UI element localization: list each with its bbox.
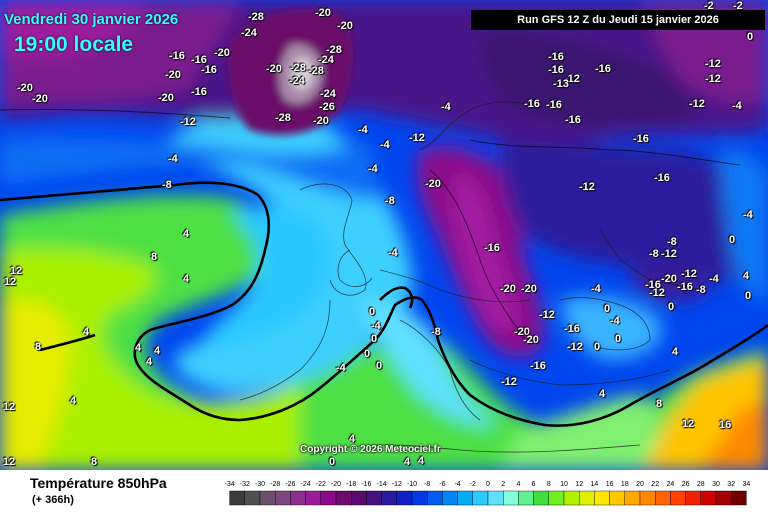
- isotherm-lines: [0, 108, 741, 346]
- forecast-time: 19:00 locale: [14, 33, 134, 56]
- scale-swatch: [259, 490, 276, 506]
- temperature-map: [0, 0, 768, 470]
- scale-swatch: [639, 490, 656, 506]
- scale-tick-label: 14: [591, 481, 599, 488]
- scale-swatch: [579, 490, 595, 506]
- scale-tick-label: -30: [255, 481, 265, 488]
- scale-tick-label: -32: [240, 481, 250, 488]
- scale-tick-label: 16: [606, 481, 614, 488]
- scale-swatch: [366, 490, 382, 506]
- scale-tick-label: 24: [667, 481, 675, 488]
- scale-swatch: [685, 490, 702, 506]
- scale-swatch: [624, 490, 641, 506]
- scale-tick-label: 2: [501, 481, 505, 488]
- scale-swatch: [503, 490, 519, 506]
- scale-tick-label: 18: [621, 481, 629, 488]
- scale-swatch: [518, 490, 534, 506]
- scale-tick-label: -8: [424, 481, 430, 488]
- scale-tick-label: 4: [516, 481, 520, 488]
- legend: Température 850hPa (+ 366h) -34 -32 -30 -28…: [0, 470, 768, 512]
- scale-tick-label: -14: [377, 481, 387, 488]
- scale-tick-label: -24: [301, 481, 311, 488]
- scale-swatch: [670, 490, 686, 506]
- zero-isotherm: [0, 181, 768, 427]
- scale-swatch: [594, 490, 610, 506]
- scale-swatch: [381, 490, 398, 506]
- scale-swatch: [655, 490, 671, 506]
- scale-swatch: [487, 490, 504, 506]
- scale-swatch: [457, 490, 474, 506]
- scale-swatch: [563, 490, 580, 506]
- scale-tick-label: -18: [346, 481, 356, 488]
- scale-tick-label: 6: [532, 481, 536, 488]
- scale-tick-label: 28: [697, 481, 705, 488]
- scale-swatch: [275, 490, 291, 506]
- scale-tick-label: -28: [270, 481, 280, 488]
- scale-swatch: [244, 490, 261, 506]
- scale-swatch: [320, 490, 337, 506]
- color-scale: -34 -32 -30 -28 -26 -24 -22 -20 -18 -16 -14 -12 -10-…: [225, 481, 751, 506]
- scale-swatch: [305, 490, 321, 506]
- scale-tick-label: -16: [361, 481, 371, 488]
- scale-tick-label: 30: [712, 481, 720, 488]
- scale-swatch: [411, 490, 428, 506]
- scale-swatch: [229, 490, 245, 506]
- scale-tick-label: -6: [439, 481, 445, 488]
- scale-swatch: [396, 490, 413, 506]
- scale-tick-label: -34: [225, 481, 235, 488]
- legend-subtitle: (+ 366h): [32, 494, 74, 506]
- scale-tick-label: 34: [743, 481, 751, 488]
- scale-swatch: [350, 490, 367, 506]
- scale-swatch: [548, 490, 565, 506]
- scale-tick-label: 26: [682, 481, 690, 488]
- scale-tick-label: -12: [392, 481, 402, 488]
- scale-swatch: [533, 490, 550, 506]
- scale-swatch: [426, 490, 443, 506]
- scale-tick-label: -26: [285, 481, 295, 488]
- forecast-date: Vendredi 30 janvier 2026: [4, 11, 179, 28]
- scale-swatch: [731, 490, 747, 506]
- legend-title: Température 850hPa: [30, 475, 167, 491]
- scale-tick-label: 10: [560, 481, 568, 488]
- temperature-field: [0, 0, 768, 470]
- scale-tick-label: -20: [331, 481, 341, 488]
- scale-swatch: [609, 490, 626, 506]
- scale-swatch: [472, 490, 489, 506]
- scale-tick-label: 12: [575, 481, 583, 488]
- scale-tick-label: 8: [547, 481, 551, 488]
- scale-swatch: [700, 490, 717, 506]
- scale-tick-label: -4: [454, 481, 460, 488]
- copyright-notice: Copyright © 2026 Meteociel.fr: [300, 444, 441, 455]
- scale-swatch: [442, 490, 458, 506]
- scale-tick-label: -10: [407, 481, 417, 488]
- scale-tick-label: 20: [636, 481, 644, 488]
- scale-tick-label: -2: [470, 481, 476, 488]
- run-info: Run GFS 12 Z du Jeudi 15 janvier 2026: [471, 10, 765, 30]
- scale-tick-label: -22: [316, 481, 326, 488]
- scale-swatch: [335, 490, 352, 506]
- scale-swatch: [290, 490, 306, 506]
- scale-tick-label: 32: [727, 481, 735, 488]
- scale-tick-label: 0: [486, 481, 490, 488]
- scale-swatch: [715, 490, 732, 506]
- scale-tick-label: 22: [651, 481, 659, 488]
